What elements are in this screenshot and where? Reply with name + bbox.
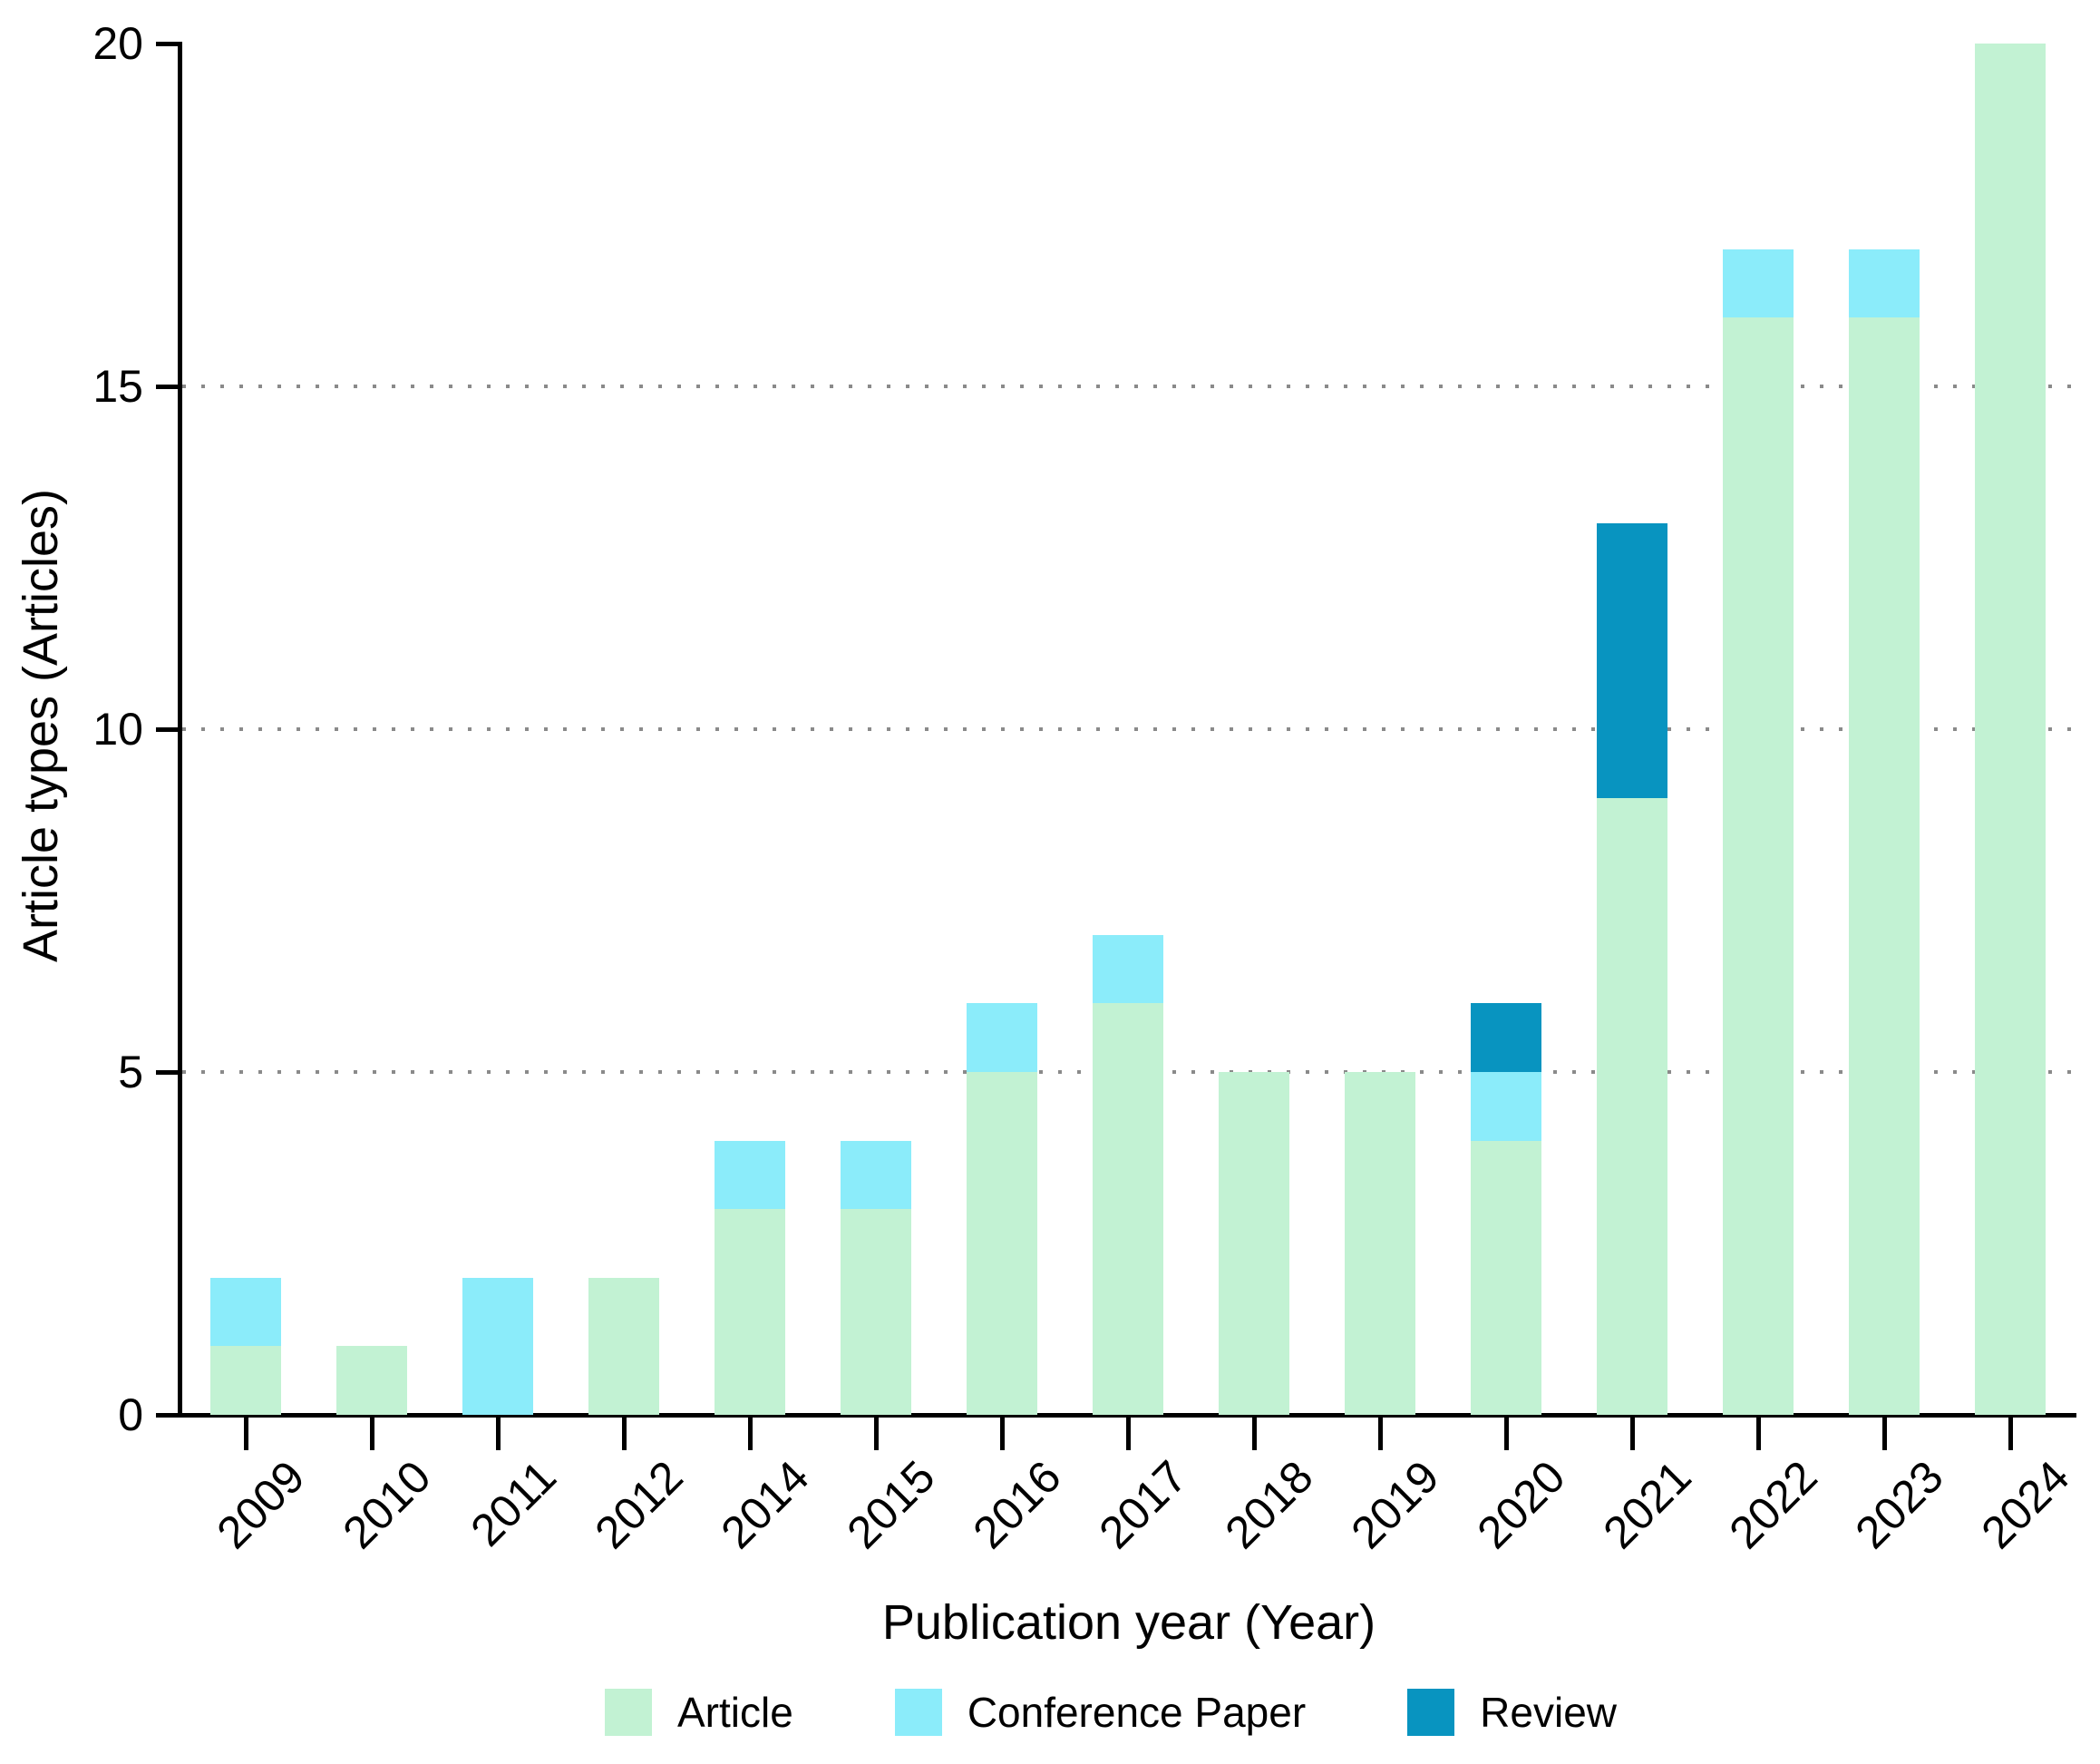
x-tick-2020 xyxy=(1504,1418,1509,1450)
x-tick-label-2024: 2024 xyxy=(1971,1450,2079,1559)
x-tick-label-2022: 2022 xyxy=(1719,1450,1827,1559)
legend-item-article: Article xyxy=(605,1689,793,1736)
x-tick-label-2009: 2009 xyxy=(207,1450,315,1559)
x-tick-2021 xyxy=(1630,1418,1635,1450)
y-axis-line xyxy=(178,42,182,1418)
legend-swatch-conference-paper xyxy=(894,1689,942,1736)
x-tick-2022 xyxy=(1756,1418,1761,1450)
y-tick-label-10: 10 xyxy=(92,704,143,755)
x-tick-label-2018: 2018 xyxy=(1215,1450,1323,1559)
y-tick-10 xyxy=(156,727,180,732)
bar-segment-2022-conference-paper xyxy=(1723,249,1794,317)
legend-label-article: Article xyxy=(677,1689,793,1736)
bar-segment-2012-article xyxy=(588,1278,659,1415)
y-tick-label-0: 0 xyxy=(118,1389,143,1440)
x-tick-label-2010: 2010 xyxy=(333,1450,441,1559)
gridline-15 xyxy=(182,385,2076,388)
bar-segment-2018-article xyxy=(1219,1072,1289,1415)
legend-swatch-review xyxy=(1407,1689,1455,1736)
x-tick-2009 xyxy=(244,1418,248,1450)
x-tick-2024 xyxy=(2008,1418,2013,1450)
x-tick-2018 xyxy=(1252,1418,1257,1450)
legend-item-review: Review xyxy=(1407,1689,1617,1736)
bar-segment-2011-conference-paper xyxy=(462,1278,533,1415)
bar-segment-2023-conference-paper xyxy=(1849,249,1920,317)
x-tick-label-2023: 2023 xyxy=(1845,1450,1953,1559)
bar-segment-2017-conference-paper xyxy=(1093,935,1163,1003)
x-axis-title: Publication year (Year) xyxy=(881,1595,1376,1650)
bar-segment-2015-conference-paper xyxy=(841,1141,911,1209)
bar-segment-2016-article xyxy=(967,1072,1037,1415)
x-tick-2011 xyxy=(496,1418,501,1450)
x-tick-2010 xyxy=(370,1418,374,1450)
y-tick-label-15: 15 xyxy=(92,361,143,412)
bar-segment-2021-review xyxy=(1597,523,1667,798)
y-axis-title: Article types (Articles) xyxy=(14,488,68,963)
y-tick-15 xyxy=(156,385,180,389)
legend: Article Conference Paper Review xyxy=(605,1689,1617,1736)
x-tick-label-2016: 2016 xyxy=(963,1450,1071,1559)
x-tick-label-2015: 2015 xyxy=(837,1450,945,1559)
x-tick-label-2011: 2011 xyxy=(461,1450,567,1556)
bar-segment-2009-article xyxy=(210,1346,281,1415)
x-tick-2016 xyxy=(1000,1418,1005,1450)
y-tick-5 xyxy=(156,1070,180,1075)
x-axis-line xyxy=(158,1413,2076,1418)
bar-segment-2015-article xyxy=(841,1209,911,1415)
y-tick-0 xyxy=(156,1413,180,1418)
legend-swatch-article xyxy=(605,1689,652,1736)
bar-segment-2019-article xyxy=(1345,1072,1415,1415)
legend-label-conference-paper: Conference Paper xyxy=(967,1689,1307,1736)
x-tick-2012 xyxy=(622,1418,627,1450)
x-tick-label-2019: 2019 xyxy=(1341,1450,1449,1559)
y-tick-label-5: 5 xyxy=(118,1047,143,1097)
bar-segment-2017-article xyxy=(1093,1003,1163,1415)
y-tick-20 xyxy=(156,42,180,46)
bar-segment-2022-article xyxy=(1723,317,1794,1415)
x-tick-label-2012: 2012 xyxy=(585,1450,693,1559)
bar-segment-2020-article xyxy=(1471,1141,1541,1415)
x-tick-label-2020: 2020 xyxy=(1467,1450,1575,1559)
bar-segment-2023-article xyxy=(1849,317,1920,1415)
bar-segment-2014-conference-paper xyxy=(715,1141,785,1209)
bar-segment-2009-conference-paper xyxy=(210,1278,281,1346)
y-tick-label-20: 20 xyxy=(92,18,143,69)
bar-segment-2024-article xyxy=(1975,44,2046,1415)
x-tick-2019 xyxy=(1378,1418,1383,1450)
x-tick-label-2021: 2021 xyxy=(1593,1450,1701,1559)
x-tick-2017 xyxy=(1126,1418,1131,1450)
bar-segment-2010-article xyxy=(336,1346,407,1415)
bar-segment-2020-conference-paper xyxy=(1471,1072,1541,1141)
gridline-10 xyxy=(182,727,2076,731)
x-tick-label-2017: 2017 xyxy=(1089,1450,1197,1559)
x-tick-2014 xyxy=(748,1418,753,1450)
x-tick-2023 xyxy=(1882,1418,1887,1450)
bar-segment-2021-article xyxy=(1597,798,1667,1415)
x-tick-label-2014: 2014 xyxy=(711,1450,819,1559)
bar-segment-2014-article xyxy=(715,1209,785,1415)
x-tick-2015 xyxy=(874,1418,879,1450)
bar-segment-2016-conference-paper xyxy=(967,1003,1037,1072)
legend-item-conference-paper: Conference Paper xyxy=(894,1689,1307,1736)
legend-label-review: Review xyxy=(1480,1689,1617,1736)
bar-segment-2020-review xyxy=(1471,1003,1541,1072)
